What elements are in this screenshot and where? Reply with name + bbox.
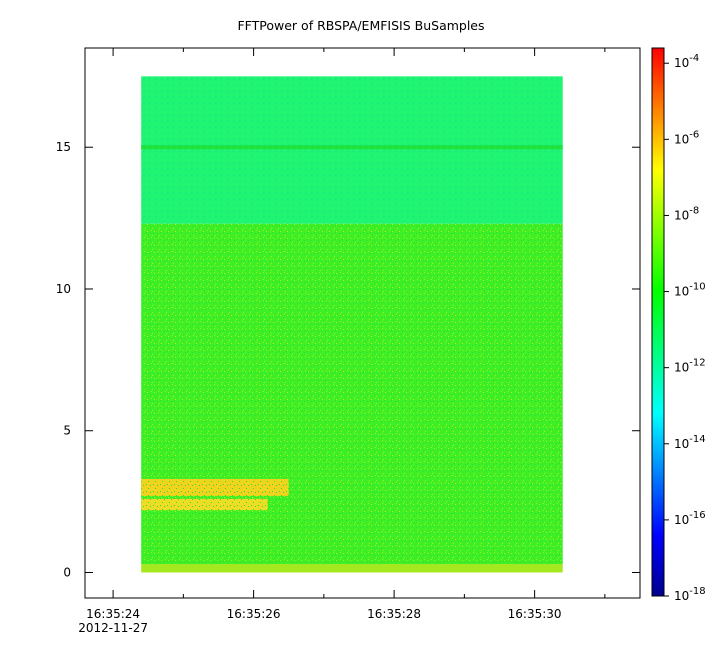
colorbar-tick-label: 10-10	[674, 282, 706, 299]
y-tick-label: 0	[63, 565, 71, 579]
colorbar: 10-4 10-6 10-8 10-10 10-12 10-14 10-16 10-18	[651, 47, 706, 603]
plot-area	[84, 47, 641, 599]
colorbar-tick-label: 10-16	[674, 510, 706, 527]
y-tick-label: 5	[63, 424, 71, 438]
x-tick-label: 16:35:24	[86, 607, 140, 621]
colorbar-tick-label: 10-14	[674, 434, 706, 451]
spectrogram-texture-high	[141, 76, 563, 224]
colorbar-tick-label: 10-18	[674, 586, 706, 603]
x-axis: 16:35:24 16:35:26 16:35:28 16:35:30 2012-11-…	[78, 48, 606, 635]
colorbar-tick-label: 10-12	[674, 358, 706, 375]
y-axis: 0 5 10 15	[56, 140, 640, 579]
chart-title: FFTPower of RBSPA/EMFISIS BuSamples	[237, 18, 484, 33]
y-tick-label: 10	[56, 282, 71, 296]
x-tick-label: 16:35:30	[508, 607, 562, 621]
band-texture-upper	[141, 478, 289, 496]
colorbar-tick-label: 10-8	[674, 205, 699, 222]
x-tick-label: 16:35:28	[367, 607, 421, 621]
spectrogram-texture-low	[141, 223, 563, 564]
band-texture-lower	[141, 498, 268, 511]
x-date-label: 2012-11-27	[78, 621, 148, 635]
colorbar-gradient	[651, 47, 665, 597]
y-tick-label: 15	[56, 140, 71, 154]
colorbar-tick-label: 10-6	[674, 129, 699, 146]
colorbar-tick-label: 10-4	[674, 53, 699, 70]
x-tick-label: 16:35:26	[227, 607, 281, 621]
spectrogram-region-3	[141, 563, 563, 573]
